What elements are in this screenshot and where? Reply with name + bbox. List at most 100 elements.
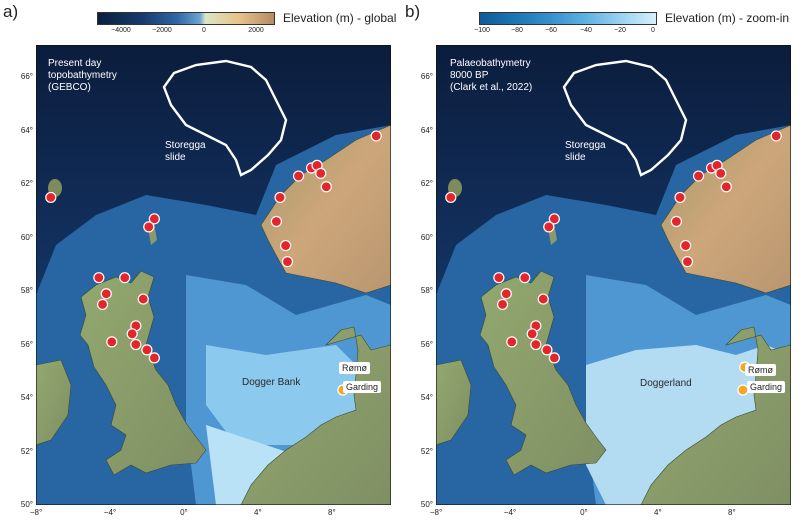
storegga-label-line: slide: [165, 152, 186, 163]
latitude-tick-label: 64°: [420, 125, 433, 135]
latitude-tick-label: 66°: [420, 72, 433, 82]
red-site-marker: [526, 328, 538, 340]
red-site-marker: [281, 256, 294, 268]
red-site-marker: [670, 215, 682, 228]
red-site-marker: [519, 272, 531, 284]
latitude-tick-label: 62°: [420, 179, 433, 189]
red-site-marker: [130, 338, 142, 351]
colorbar-tick: −4000: [111, 27, 131, 34]
red-site-marker: [274, 191, 286, 204]
red-site-marker: [674, 191, 686, 204]
red-site-marker: [292, 170, 305, 182]
colorbar-tick: 0: [651, 27, 655, 34]
red-site-marker: [100, 288, 112, 300]
panel-label: b): [405, 2, 421, 21]
red-site-marker: [143, 221, 155, 233]
longitude-tick-label: 4°: [254, 508, 262, 517]
red-site-marker: [496, 298, 509, 311]
longitude-tick-label: 8°: [328, 508, 336, 517]
storegga-label: Storegga slide: [165, 140, 206, 164]
annotation-line: (GEBCO): [48, 82, 91, 93]
colorbar-title: Elevation (m) - global: [283, 11, 397, 25]
storegga-label-line: Storegga: [565, 140, 606, 151]
longitude-tick-label: 0°: [580, 508, 588, 517]
latitude-tick-label: 52°: [420, 446, 433, 456]
annotation-line: (Clark et al., 2022): [450, 82, 533, 93]
red-site-marker: [137, 293, 149, 305]
red-site-marker: [715, 167, 727, 179]
longitude-tick-label: −8°: [29, 508, 43, 517]
red-site-marker: [148, 352, 160, 364]
red-site-marker: [493, 272, 505, 284]
colorbar-tick: −2000: [152, 27, 172, 34]
red-site-marker: [106, 336, 118, 348]
storegga-label: Storegga slide: [565, 140, 606, 164]
longitude-tick-label: 0°: [180, 508, 188, 517]
longitude-tick-label: 4°: [654, 508, 662, 517]
latitude-tick-label: 54°: [20, 393, 33, 403]
latitude-tick-label: 52°: [20, 446, 33, 456]
site-label-garding: Garding: [747, 381, 786, 393]
colorbar-tick: 2000: [248, 27, 264, 34]
annotation-line: 8000 BP: [450, 70, 489, 81]
colorbar-title: Elevation (m) - zoom-in: [665, 11, 790, 25]
latitude-tick-label: 58°: [20, 286, 33, 296]
red-site-marker: [548, 352, 560, 364]
latitude-tick-label: 66°: [20, 72, 33, 82]
colorbar-tick: −20: [614, 27, 626, 34]
latitude-tick-label: 50°: [20, 500, 33, 509]
storegga-label-line: slide: [565, 152, 586, 163]
red-site-marker: [692, 170, 705, 182]
latitude-tick-label: 58°: [420, 286, 433, 296]
red-site-marker: [548, 213, 560, 225]
latitude-tick-label: 60°: [420, 232, 433, 242]
red-site-marker: [45, 191, 57, 204]
storegga-label-line: Storegga: [165, 140, 206, 151]
red-site-marker: [543, 221, 555, 233]
dogger-shallows: [206, 345, 366, 445]
continental-europe: [640, 326, 791, 505]
red-site-marker: [119, 272, 131, 284]
red-site-marker: [270, 215, 282, 228]
red-site-marker: [93, 272, 105, 284]
colorbar-tick: −40: [580, 27, 592, 34]
latitude-tick-label: 50°: [420, 500, 433, 509]
ireland: [436, 359, 472, 446]
longitude-tick-label: −4°: [503, 508, 517, 517]
site-label-romo: Rømø: [339, 362, 370, 374]
storegga-outline: [562, 59, 688, 177]
annotation-line: Palaeobathymetry: [450, 58, 531, 69]
map-annotation: Present day topobathymetry (GEBCO): [48, 58, 117, 94]
latitude-tick-label: 60°: [20, 232, 33, 242]
red-site-marker: [680, 239, 692, 252]
annotation-line: topobathymetry: [48, 70, 117, 81]
colorbar-tick: 0: [202, 27, 206, 34]
red-site-marker: [141, 344, 153, 356]
map-frame: [436, 45, 791, 505]
site-label-garding: Garding: [343, 381, 382, 393]
annotation-line: Present day: [48, 58, 102, 69]
red-site-marker: [541, 344, 553, 356]
red-site-marker: [720, 181, 732, 193]
norway: [660, 124, 791, 294]
red-site-marker: [96, 298, 109, 311]
latitude-tick-label: 64°: [20, 125, 33, 135]
colorbar-tick: −80: [511, 27, 523, 34]
red-site-marker: [148, 213, 160, 225]
red-site-marker: [445, 191, 457, 204]
colorbar-tick: −100: [474, 27, 490, 34]
map-annotation: Palaeobathymetry 8000 BP (Clark et al., …: [450, 58, 532, 94]
colorbar-gradient: [97, 12, 275, 25]
continental-europe: [240, 326, 391, 505]
red-site-marker: [320, 181, 332, 193]
red-site-marker: [126, 328, 138, 340]
red-site-marker: [537, 293, 549, 305]
longitude-tick-label: −4°: [103, 508, 117, 517]
latitude-tick-label: 56°: [20, 339, 33, 349]
site-label-romo: Rømø: [745, 364, 776, 376]
colorbar-tick: −60: [545, 27, 557, 34]
red-site-marker: [280, 239, 292, 252]
red-site-marker: [530, 338, 542, 351]
red-site-marker: [506, 336, 518, 348]
longitude-tick-label: −8°: [429, 508, 443, 517]
